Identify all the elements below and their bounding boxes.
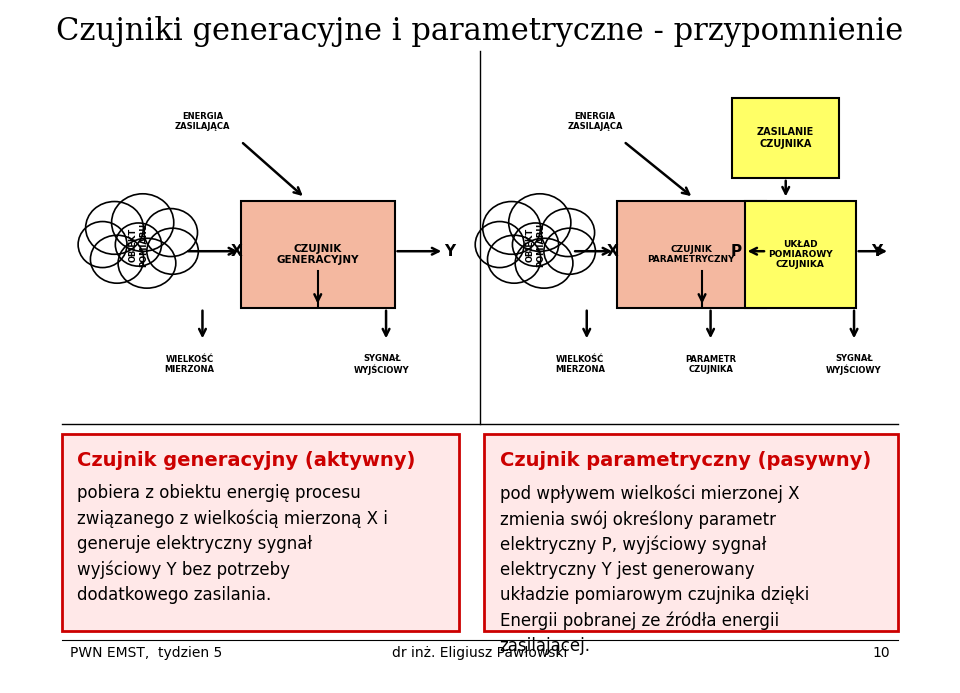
Text: OBIEKT
POMIARU: OBIEKT POMIARU	[526, 222, 545, 267]
Text: PWN EMST,  tydzien 5: PWN EMST, tydzien 5	[70, 646, 223, 660]
Ellipse shape	[111, 194, 174, 252]
Text: Y: Y	[872, 244, 882, 258]
Ellipse shape	[115, 223, 161, 266]
Text: CZUJNIK
PARAMETRYCZNY: CZUJNIK PARAMETRYCZNY	[648, 245, 735, 264]
Text: pod wpływem wielkości mierzonej X
zmienia swój określony parametr
elektryczny P,: pod wpływem wielkości mierzonej X zmieni…	[499, 484, 809, 655]
Ellipse shape	[90, 235, 144, 283]
Text: Czujnik generacyjny (aktywny): Czujnik generacyjny (aktywny)	[77, 451, 416, 470]
Text: pobiera z obiektu energię procesu
związanego z wielkością mierzoną X i
generuje : pobiera z obiektu energię procesu związa…	[77, 484, 388, 604]
Ellipse shape	[513, 223, 559, 266]
Text: Czujniki generacyjne i parametryczne - przypomnienie: Czujniki generacyjne i parametryczne - p…	[57, 16, 903, 47]
Text: SYGNAŁ
WYJŚCIOWY: SYGNAŁ WYJŚCIOWY	[827, 354, 882, 375]
Ellipse shape	[144, 209, 198, 256]
FancyBboxPatch shape	[61, 435, 459, 631]
Ellipse shape	[544, 228, 595, 274]
FancyBboxPatch shape	[745, 201, 855, 308]
Text: CZUJNIK
GENERACYJNY: CZUJNIK GENERACYJNY	[276, 244, 359, 265]
Text: P: P	[731, 244, 742, 258]
Text: dr inż. Eligiusz Pawłowski: dr inż. Eligiusz Pawłowski	[393, 646, 567, 660]
Ellipse shape	[85, 202, 143, 254]
Text: ENERGIA
ZASILAJĄCA: ENERGIA ZASILAJĄCA	[175, 112, 230, 131]
Text: ENERGIA
ZASILAJĄCA: ENERGIA ZASILAJĄCA	[567, 112, 623, 131]
Text: SYGNAŁ
WYJŚCIOWY: SYGNAŁ WYJŚCIOWY	[354, 354, 410, 375]
Ellipse shape	[78, 222, 127, 267]
Text: 10: 10	[873, 646, 890, 660]
Ellipse shape	[483, 202, 540, 254]
Ellipse shape	[118, 238, 176, 288]
Ellipse shape	[516, 238, 573, 288]
Ellipse shape	[147, 228, 199, 274]
Ellipse shape	[488, 235, 540, 283]
Text: PARAMETR
CZUJNIKA: PARAMETR CZUJNIKA	[685, 355, 736, 374]
Text: X: X	[607, 244, 618, 258]
Ellipse shape	[509, 194, 571, 252]
Text: WIELKOŚĆ
MIERZONA: WIELKOŚĆ MIERZONA	[165, 355, 215, 374]
FancyBboxPatch shape	[616, 201, 766, 308]
Text: X: X	[230, 244, 243, 258]
FancyBboxPatch shape	[241, 201, 395, 308]
Text: Y: Y	[444, 244, 456, 258]
FancyBboxPatch shape	[732, 98, 839, 178]
FancyBboxPatch shape	[484, 435, 899, 631]
Text: WIELKOŚĆ
MIERZONA: WIELKOŚĆ MIERZONA	[555, 355, 605, 374]
Text: ZASILANIE
CZUJNIKA: ZASILANIE CZUJNIKA	[756, 127, 814, 149]
Text: OBIEKT
POMIARU: OBIEKT POMIARU	[129, 222, 148, 267]
Ellipse shape	[541, 209, 594, 256]
Text: Czujnik parametryczny (pasywny): Czujnik parametryczny (pasywny)	[499, 451, 871, 470]
Ellipse shape	[475, 222, 524, 267]
Text: UKŁAD
POMIAROWY
CZUJNIKA: UKŁAD POMIAROWY CZUJNIKA	[768, 240, 832, 270]
